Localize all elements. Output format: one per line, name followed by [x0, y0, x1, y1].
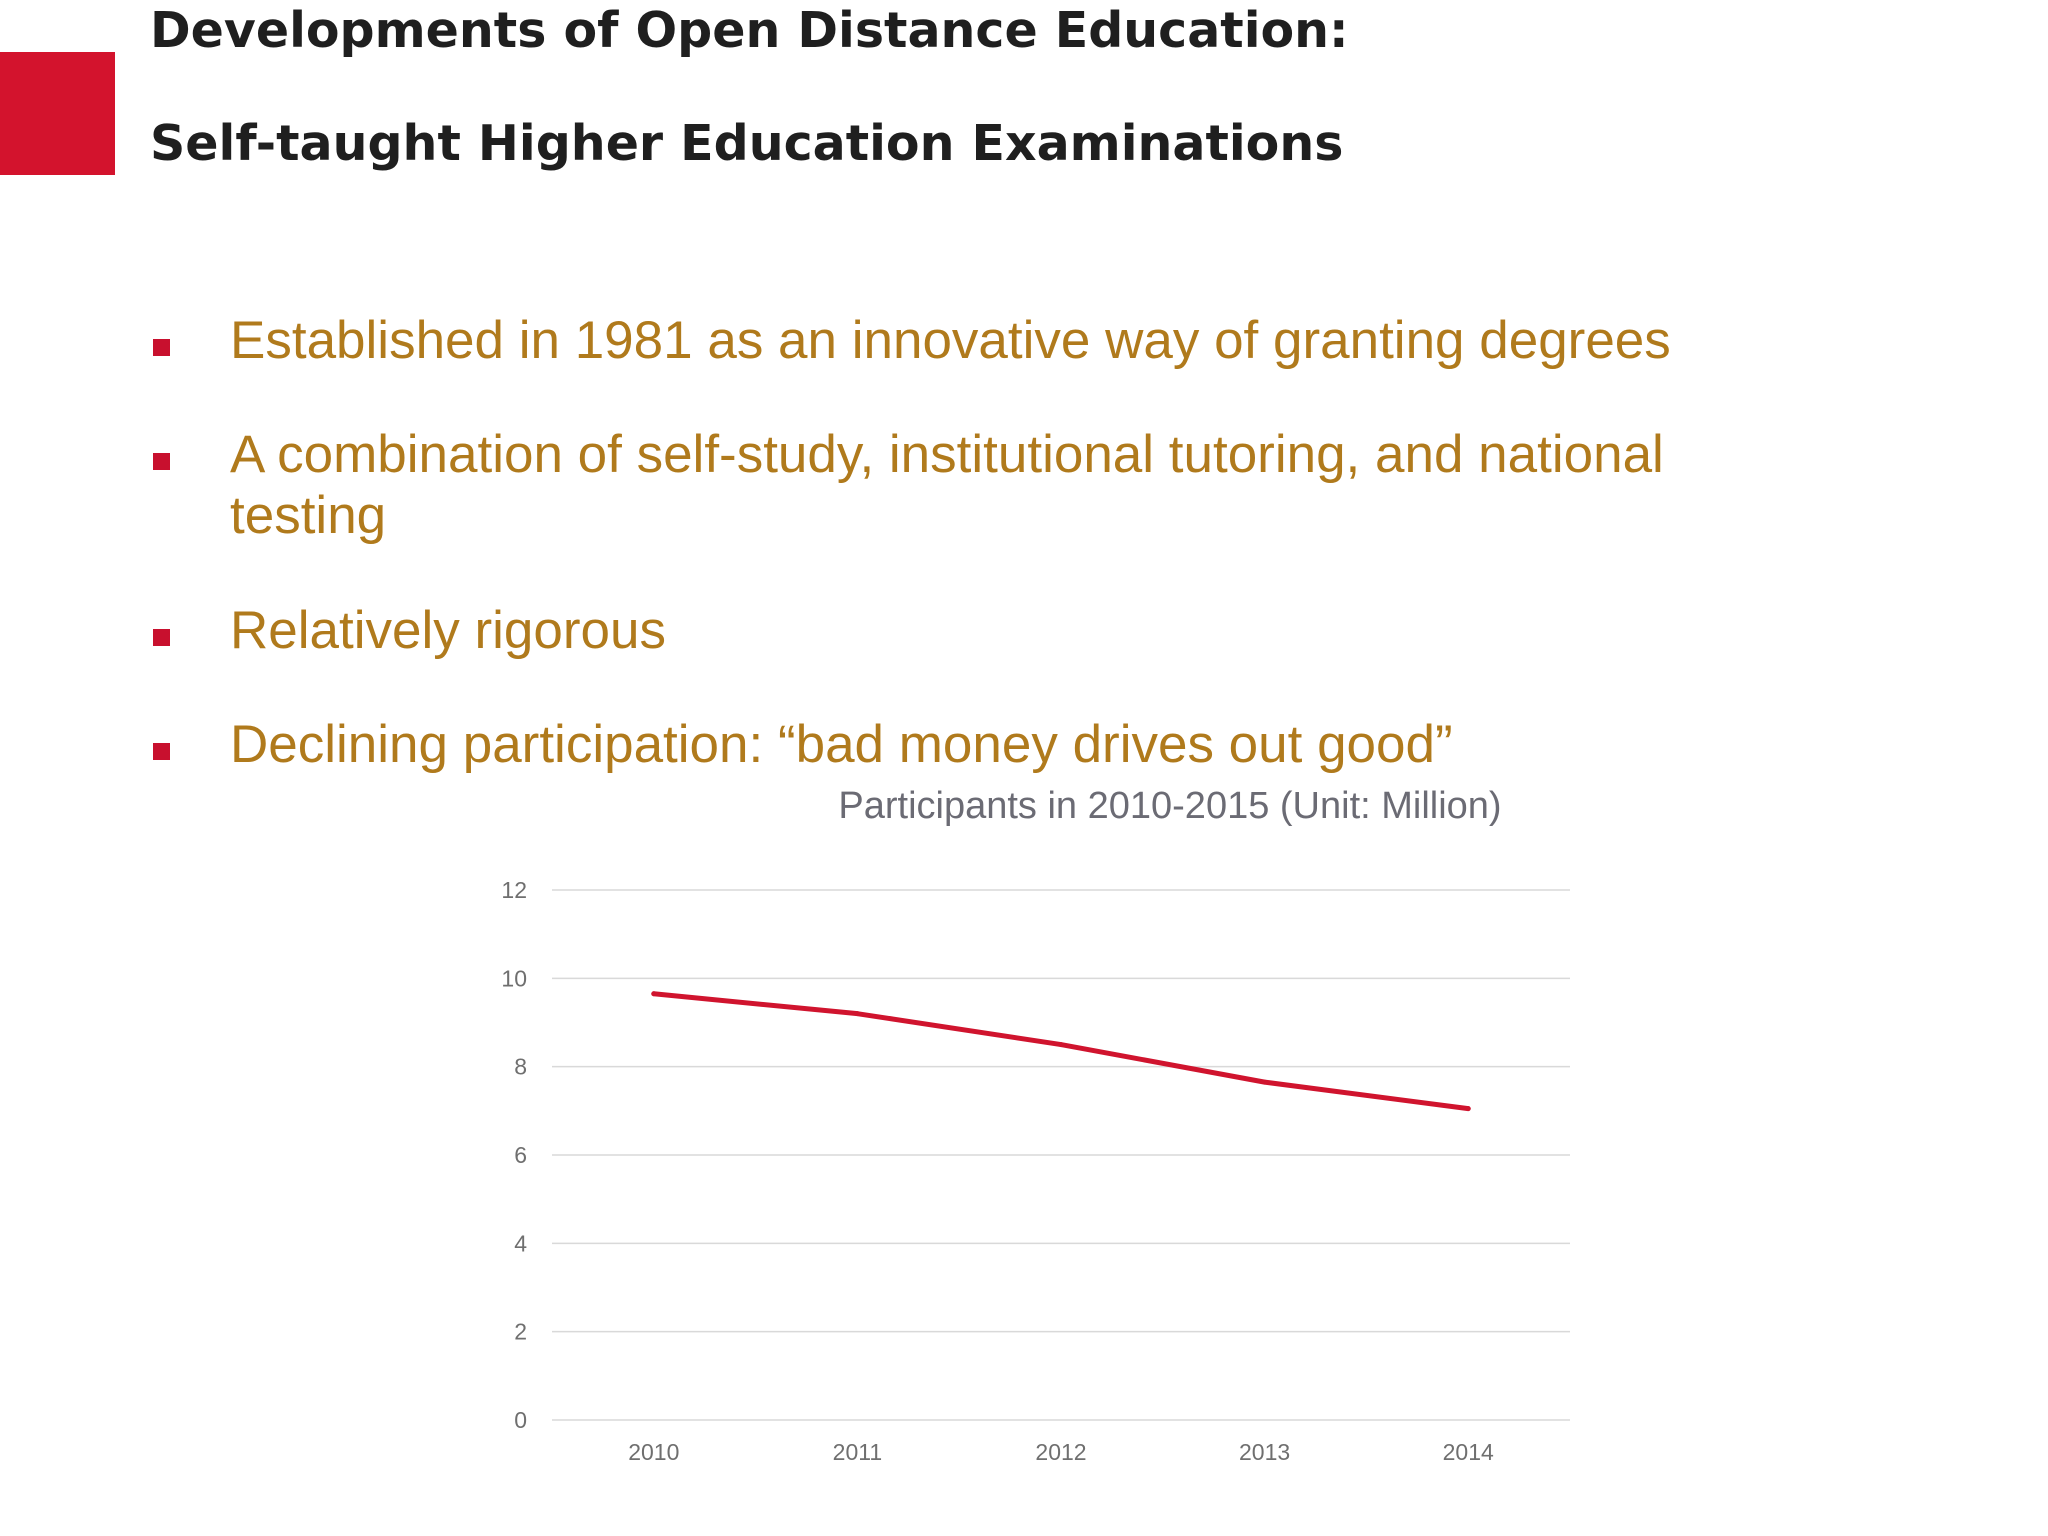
- slide-subtitle: Self-taught Higher Education Examination…: [150, 115, 1344, 172]
- chart-title: Participants in 2010-2015 (Unit: Million…: [838, 785, 1502, 827]
- series-line: [651, 991, 1471, 1112]
- bullet-text: Relatively rigorous: [230, 601, 666, 660]
- y-tick-label: 10: [501, 965, 527, 991]
- bullet-text: Established in 1981 as an innovative way…: [230, 311, 1671, 370]
- bullet-text: A combination of self-study, institution…: [230, 425, 1664, 545]
- y-tick-label: 4: [514, 1230, 527, 1256]
- slide-title: Developments of Open Distance Education:: [150, 2, 1349, 59]
- data-point: [854, 1011, 860, 1017]
- x-tick-label: 2011: [833, 1439, 882, 1465]
- y-tick-label: 6: [514, 1142, 527, 1168]
- title-accent-block: [0, 52, 115, 175]
- data-point: [1465, 1106, 1471, 1112]
- bullet-square-icon: [153, 629, 170, 646]
- y-tick-label: 2: [514, 1319, 527, 1345]
- y-tick-label: 8: [514, 1054, 527, 1080]
- y-tick-label: 12: [501, 877, 527, 903]
- bullet-square-icon: [153, 743, 170, 760]
- x-tick-label: 2010: [628, 1439, 679, 1465]
- bullet-text: Declining participation: “bad money driv…: [230, 715, 1453, 774]
- participants-line-chart: 0 2 4 6 8 10 12 2010 2011 2012 2013 2014: [501, 877, 1570, 1465]
- data-point: [1058, 1042, 1064, 1048]
- x-tick-label: 2014: [1443, 1439, 1494, 1465]
- y-tick-label: 0: [514, 1407, 527, 1433]
- x-tick-label: 2012: [1035, 1439, 1086, 1465]
- x-tick-label: 2013: [1239, 1439, 1290, 1465]
- data-point: [651, 991, 657, 997]
- bullet-square-icon: [153, 453, 170, 470]
- bullet-square-icon: [153, 339, 170, 356]
- data-point: [1262, 1079, 1268, 1085]
